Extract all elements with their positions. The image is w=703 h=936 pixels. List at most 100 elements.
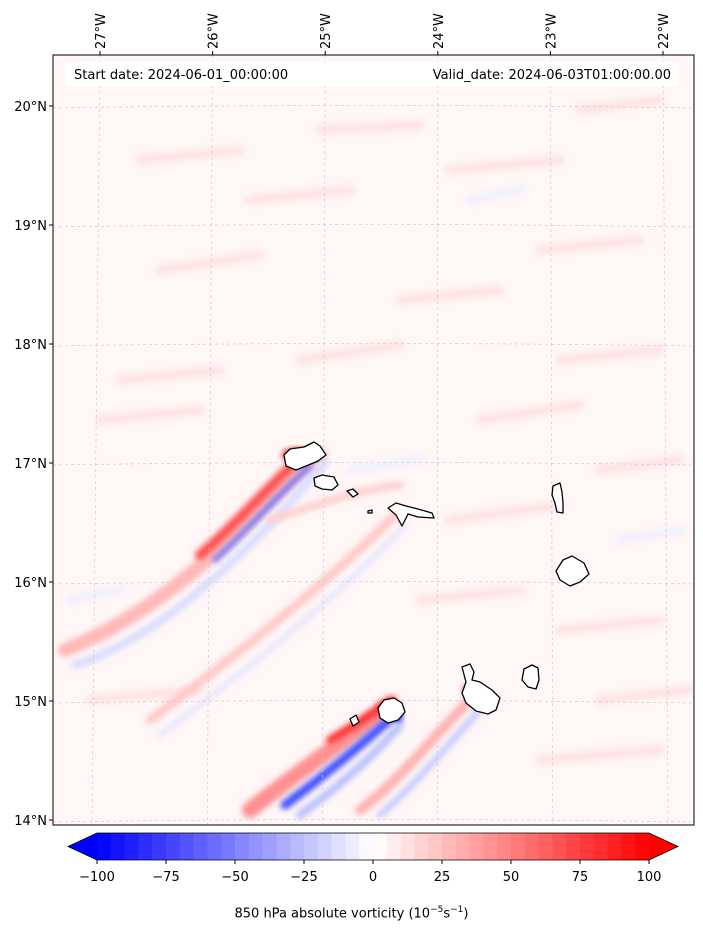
colorbar-segment bbox=[290, 833, 305, 860]
colorbar-segment bbox=[221, 833, 236, 860]
colorbar-tick-label: −25 bbox=[290, 870, 317, 885]
colorbar-segment bbox=[635, 833, 650, 860]
colorbar-segment bbox=[235, 833, 250, 860]
island-sao-vicente bbox=[313, 474, 339, 491]
parallel-line bbox=[52, 224, 695, 228]
colorbar-segment bbox=[138, 833, 153, 860]
colorbar-segment bbox=[276, 833, 291, 860]
coastlines bbox=[283, 441, 590, 727]
island-fogo bbox=[377, 697, 406, 724]
colorbar-segment bbox=[455, 833, 471, 860]
colorbar-segment bbox=[207, 833, 222, 860]
colorbar-segment bbox=[580, 833, 595, 860]
start-date-label: Start date: 2024-06-01_00:00:00 bbox=[74, 68, 288, 83]
colorbar-segment bbox=[469, 833, 484, 860]
colorbar-tick-label: −50 bbox=[221, 870, 248, 885]
map-frame bbox=[52, 54, 695, 826]
lon-tick-label: 27°W bbox=[94, 13, 109, 49]
parallel-line bbox=[52, 700, 695, 704]
colorbar-tick-label: 100 bbox=[637, 870, 662, 885]
header-box bbox=[66, 62, 678, 86]
colorbar-segment bbox=[497, 833, 512, 860]
colorbar-segment bbox=[566, 833, 581, 860]
colorbar-tick-label: −75 bbox=[152, 870, 179, 885]
meridian-line bbox=[206, 54, 213, 826]
island-sal bbox=[551, 482, 564, 514]
colorbar-segment bbox=[248, 833, 264, 860]
colorbar: −100 −75 −50 −25 0 25 50 75 100 bbox=[67, 832, 679, 885]
colorbar-segment bbox=[538, 833, 553, 860]
colorbar-tick-label: −100 bbox=[79, 870, 115, 885]
colorbar-segment bbox=[179, 833, 195, 860]
colorbar-title: 850 hPa absolute vorticity (10−5s−1) bbox=[234, 905, 469, 922]
parallel-line bbox=[52, 343, 695, 347]
lat-tick-label: 16°N bbox=[14, 576, 47, 591]
colorbar-segment bbox=[386, 833, 402, 860]
colorbar-segment bbox=[317, 833, 333, 860]
lon-tick-label: 25°W bbox=[319, 13, 334, 49]
parallel-line bbox=[52, 105, 695, 109]
lon-tick-label: 26°W bbox=[207, 13, 222, 49]
island-santa-luzia bbox=[346, 488, 359, 498]
colorbar-segment bbox=[331, 833, 346, 860]
island-branco bbox=[367, 509, 373, 514]
island-maio bbox=[521, 664, 540, 690]
colorbar-segment bbox=[345, 833, 360, 860]
colorbar-segment bbox=[97, 833, 112, 860]
meridian-line bbox=[322, 54, 326, 826]
background-streaks bbox=[66, 95, 694, 765]
colorbar-segment bbox=[442, 833, 457, 860]
parallel-line bbox=[52, 581, 695, 585]
lon-tick-label: 24°W bbox=[432, 13, 447, 49]
colorbar-segment bbox=[373, 833, 388, 860]
colorbar-segment bbox=[166, 833, 181, 860]
island-santiago bbox=[461, 663, 501, 715]
colorbar-extend-low bbox=[68, 833, 97, 860]
colorbar-segment bbox=[110, 833, 126, 860]
colorbar-segment bbox=[193, 833, 208, 860]
colorbar-segment bbox=[483, 833, 498, 860]
lat-tick-label: 18°N bbox=[14, 338, 47, 353]
valid-date-label: Valid_date: 2024-06-03T01:00:00.00 bbox=[433, 68, 671, 83]
longitude-axis: 27°W 26°W 25°W 24°W 23°W 22°W bbox=[94, 13, 672, 55]
island-boa-vista bbox=[555, 555, 590, 587]
parallel-line bbox=[52, 819, 695, 823]
wake-streaks-north bbox=[58, 448, 408, 738]
colorbar-tick-label: 0 bbox=[369, 870, 377, 885]
island-sao-nicolau bbox=[387, 502, 435, 527]
colorbar-segment bbox=[593, 833, 609, 860]
lon-tick-label: 23°W bbox=[544, 13, 559, 49]
island-santo-antao bbox=[283, 441, 327, 471]
meridian-line bbox=[91, 54, 101, 826]
colorbar-tick-label: 75 bbox=[572, 870, 589, 885]
colorbar-segment bbox=[152, 833, 167, 860]
island-brava bbox=[349, 714, 360, 727]
colorbar-segment bbox=[511, 833, 526, 860]
colorbar-segment bbox=[414, 833, 429, 860]
meridian-line bbox=[662, 54, 669, 826]
lat-tick-label: 17°N bbox=[14, 457, 47, 472]
lon-tick-label: 22°W bbox=[657, 13, 672, 49]
colorbar-segment bbox=[359, 833, 374, 860]
colorbar-segment bbox=[304, 833, 319, 860]
graticule bbox=[52, 54, 695, 826]
meridian-line bbox=[550, 54, 554, 826]
colorbar-segment bbox=[607, 833, 622, 860]
colorbar-extend-high bbox=[649, 833, 678, 860]
colorbar-segment bbox=[552, 833, 567, 860]
colorbar-tick-label: 50 bbox=[503, 870, 520, 885]
parallel-line bbox=[52, 462, 695, 466]
lat-tick-label: 15°N bbox=[14, 695, 47, 710]
colorbar-segment bbox=[524, 833, 540, 860]
colorbar-segment bbox=[621, 833, 636, 860]
colorbar-segment bbox=[400, 833, 415, 860]
colorbar-segment bbox=[428, 833, 443, 860]
colorbar-segment bbox=[262, 833, 277, 860]
lat-tick-label: 14°N bbox=[14, 814, 47, 829]
colorbar-tick-label: 25 bbox=[434, 870, 451, 885]
latitude-axis: 20°N 19°N 18°N 17°N 16°N 15°N 14°N bbox=[14, 100, 53, 829]
lat-tick-label: 20°N bbox=[14, 100, 47, 115]
colorbar-segment bbox=[124, 833, 139, 860]
lat-tick-label: 19°N bbox=[14, 219, 47, 234]
